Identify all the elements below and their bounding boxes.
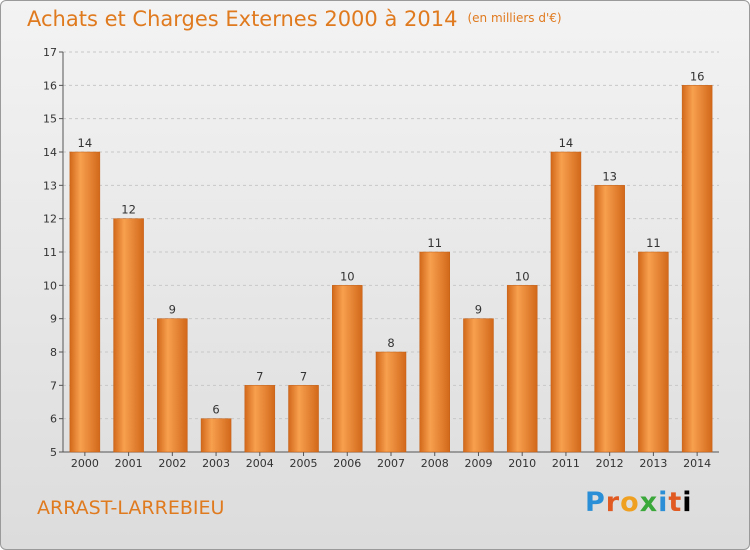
bar-layer (69, 85, 713, 453)
y-tick-label: 12 (43, 213, 57, 226)
x-tick-label: 2004 (246, 457, 274, 470)
bar (113, 218, 144, 453)
y-tick-label: 8 (50, 346, 57, 359)
x-tick-label: 2006 (333, 457, 361, 470)
bar (419, 251, 450, 453)
data-label: 16 (690, 69, 705, 83)
data-label: 11 (646, 236, 661, 250)
data-label: 10 (515, 269, 530, 283)
data-label: 8 (387, 336, 394, 350)
y-tick-label: 9 (50, 313, 57, 326)
y-tick-label: 16 (43, 79, 57, 92)
x-tick-label: 2012 (596, 457, 624, 470)
bar (332, 285, 363, 453)
logo-letter: i (682, 487, 693, 518)
x-tick-label: 2002 (158, 457, 186, 470)
data-label: 7 (256, 369, 263, 383)
axis-layer: 5 6 7 8 9 10 11 12 13 14 15 16 17 2000 2001 2002 2003 200… (43, 46, 719, 470)
y-tick-label: 14 (43, 146, 57, 159)
x-tick-label: 2003 (202, 457, 230, 470)
data-label: 14 (78, 136, 93, 150)
logo-letter: x (639, 487, 659, 518)
bar (157, 318, 188, 453)
y-tick-label: 11 (43, 246, 57, 259)
data-label: 11 (427, 236, 442, 250)
data-label: 9 (169, 303, 176, 317)
x-tick-label: 2011 (552, 457, 580, 470)
x-tick-label: 2001 (115, 457, 143, 470)
data-label: 10 (340, 269, 355, 283)
bar (463, 318, 494, 453)
y-tick-label: 17 (43, 46, 57, 59)
y-tick-label: 15 (43, 113, 57, 126)
bar (681, 85, 713, 453)
data-label: 14 (559, 136, 574, 150)
x-tick-label: 2000 (71, 457, 99, 470)
x-tick-label: 2013 (639, 457, 667, 470)
chart-unit-label: (en milliers d'€) (467, 11, 562, 25)
bar (594, 185, 625, 453)
bar (375, 351, 407, 453)
data-label: 6 (212, 403, 219, 417)
x-tick-label: 2005 (290, 457, 318, 470)
chart-title: Achats et Charges Externes 2000 à 2014 (e… (27, 7, 562, 31)
label-layer: 14 12 9 6 7 7 10 8 11 9 10 14 13 11 16 (78, 69, 705, 416)
x-tick-label: 2009 (464, 457, 492, 470)
logo-letter: i (658, 487, 669, 518)
bar (638, 251, 669, 453)
logo-letter: r (605, 487, 621, 518)
bar (69, 151, 101, 453)
town-name: ARRAST-LARREBIEU (37, 497, 225, 519)
logo-letter: o (620, 487, 640, 518)
bar (244, 385, 276, 453)
proxiti-logo[interactable]: Proxiti (585, 487, 693, 518)
x-tick-label: 2008 (421, 457, 449, 470)
data-label: 13 (602, 169, 617, 183)
y-tick-label: 5 (50, 446, 57, 459)
x-tick-label: 2007 (377, 457, 405, 470)
x-tick-label: 2014 (683, 457, 711, 470)
data-label: 9 (475, 303, 482, 317)
logo-letter: P (585, 487, 606, 518)
y-tick-label: 6 (50, 413, 57, 426)
y-tick-label: 13 (43, 179, 57, 192)
bar (200, 418, 232, 453)
data-label: 12 (121, 203, 136, 217)
logo-letter: t (668, 487, 683, 518)
y-tick-label: 7 (50, 379, 57, 392)
chart-title-text: Achats et Charges Externes 2000 à 2014 (27, 7, 458, 31)
data-label: 7 (300, 369, 307, 383)
bar (550, 151, 582, 453)
y-tick-label: 10 (43, 279, 57, 292)
bar (288, 385, 319, 453)
bar (506, 285, 538, 453)
x-tick-label: 2010 (508, 457, 536, 470)
